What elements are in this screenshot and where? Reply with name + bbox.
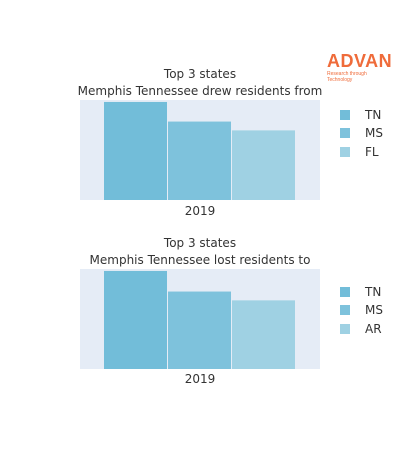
chart-2-legend-swatch-3 bbox=[340, 324, 350, 334]
chart-2-bar-ms[interactable] bbox=[168, 291, 231, 369]
chart-1-subtitle: Memphis Tennessee drew residents from bbox=[78, 84, 323, 98]
chart-1-bar-tn[interactable] bbox=[104, 101, 167, 200]
chart-2-bars bbox=[104, 270, 295, 369]
chart-1-legend-swatch-1 bbox=[340, 110, 350, 120]
advan-logo: ADVAN Research through Technology bbox=[327, 52, 393, 83]
chart-2-legend-swatch-1 bbox=[340, 287, 350, 297]
chart-1-legend-label-1: TN bbox=[364, 108, 381, 122]
chart-2-legend-item-3[interactable]: AR bbox=[340, 322, 382, 336]
chart-2-title: Top 3 states bbox=[163, 236, 236, 250]
chart-2-x-tick: 2019 bbox=[185, 372, 216, 386]
chart-1-x-tick: 2019 bbox=[185, 204, 216, 218]
chart-1-legend-swatch-3 bbox=[340, 147, 350, 157]
chart-1-legend-item-2[interactable]: MS bbox=[340, 126, 383, 140]
chart-1-legend-swatch-2 bbox=[340, 128, 350, 138]
chart-1-bar-ms[interactable] bbox=[168, 121, 231, 200]
chart-2-legend-item-2[interactable]: MS bbox=[340, 303, 383, 317]
chart-2-legend-swatch-2 bbox=[340, 305, 350, 315]
chart-1-legend-item-1[interactable]: TN bbox=[340, 108, 381, 122]
chart-2-bar-tn[interactable] bbox=[104, 270, 167, 369]
chart-1-bar-fl[interactable] bbox=[232, 130, 295, 200]
logo-tagline: Research through Technology bbox=[327, 71, 367, 83]
chart-lost-to: Top 3 states Memphis Tennessee lost resi… bbox=[80, 236, 383, 386]
chart-2-bar-ar[interactable] bbox=[232, 300, 295, 369]
chart-1-bars bbox=[104, 101, 295, 200]
chart-2-legend-item-1[interactable]: TN bbox=[340, 285, 381, 299]
chart-1-legend: TN MS FL bbox=[340, 108, 383, 159]
logo-wordmark: ADVAN bbox=[327, 51, 393, 71]
chart-2-legend: TN MS AR bbox=[340, 285, 383, 336]
chart-2-legend-label-2: MS bbox=[365, 303, 383, 317]
chart-1-legend-label-2: MS bbox=[365, 126, 383, 140]
chart-2-legend-label-1: TN bbox=[364, 285, 381, 299]
chart-1-title: Top 3 states bbox=[163, 67, 236, 81]
chart-1-legend-label-3: FL bbox=[365, 145, 379, 159]
chart-2-subtitle: Memphis Tennessee lost residents to bbox=[90, 253, 311, 267]
chart-2-legend-label-3: AR bbox=[365, 322, 382, 336]
chart-drew-from: Top 3 states Memphis Tennessee drew resi… bbox=[78, 67, 383, 218]
chart-1-legend-item-3[interactable]: FL bbox=[340, 145, 379, 159]
